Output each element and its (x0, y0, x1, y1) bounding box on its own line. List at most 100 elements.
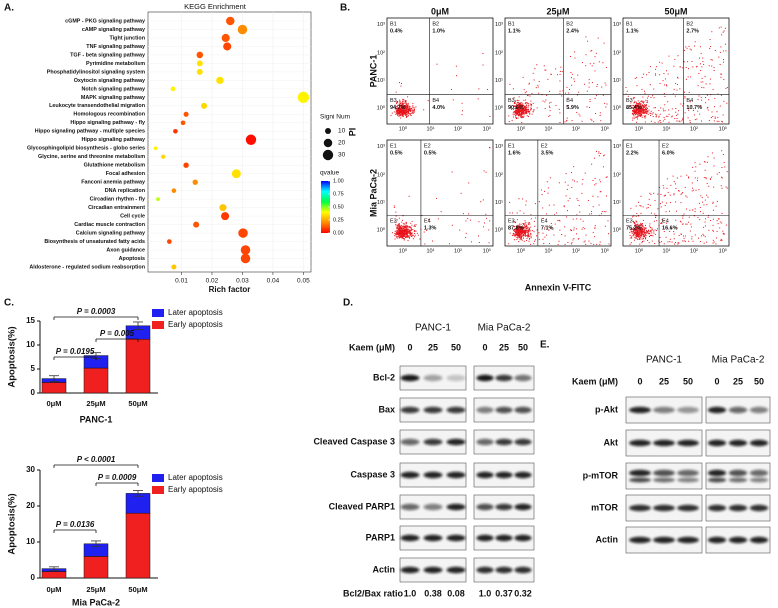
event-dot (395, 91, 397, 93)
event-dot (403, 233, 405, 235)
event-dot (638, 238, 640, 240)
event-dot (402, 114, 404, 116)
event-dot (673, 193, 675, 195)
ratio-value: 1.0 (479, 588, 492, 598)
event-dot (398, 232, 400, 234)
y-axis-label: PI (347, 128, 357, 137)
band (749, 477, 769, 483)
event-dot (602, 166, 604, 168)
event-dot (516, 225, 518, 227)
event-dot (709, 47, 711, 49)
event-dot (525, 230, 527, 232)
event-dot (660, 222, 662, 224)
y-axis-label: Apoptosis(%) (7, 493, 18, 554)
event-dot (534, 239, 536, 241)
event-dot (630, 236, 632, 238)
event-dot (402, 109, 404, 111)
event-dot (635, 232, 637, 234)
event-dot (396, 219, 398, 221)
event-dot (593, 62, 595, 64)
event-dot (645, 233, 647, 235)
event-dot (710, 117, 712, 119)
event-dot (725, 186, 727, 188)
legend-dot (322, 149, 334, 161)
event-dot (661, 201, 663, 203)
event-dot (641, 242, 643, 244)
event-dot (645, 104, 647, 106)
band (677, 406, 699, 414)
event-dot (524, 109, 526, 111)
event-dot (468, 213, 470, 215)
event-dot (607, 233, 609, 235)
p-value: P = 0.005 (100, 329, 135, 338)
band (423, 503, 443, 511)
event-dot (606, 176, 608, 178)
event-dot (410, 235, 412, 237)
event-dot (643, 106, 645, 108)
event-dot (640, 205, 642, 207)
event-dot (574, 180, 576, 182)
event-dot (574, 80, 576, 82)
band (514, 503, 532, 511)
event-dot (721, 34, 723, 36)
event-dot (549, 177, 551, 179)
event-dot (722, 232, 724, 234)
colorbar-label: 0.75 (333, 191, 344, 197)
quadrant-name: B3 (390, 98, 397, 104)
event-dot (411, 111, 413, 113)
event-dot (641, 104, 643, 106)
event-dot (648, 109, 650, 111)
y-tick-label: 20 (26, 501, 35, 510)
band (423, 406, 443, 414)
band (400, 438, 420, 446)
event-dot (694, 170, 696, 172)
event-dot (701, 235, 703, 237)
event-dot (549, 90, 551, 92)
event-dot (401, 113, 403, 115)
event-dot (663, 231, 665, 233)
y-tick-label: 10² (613, 50, 621, 56)
y-tick-label: 10¹ (377, 78, 385, 84)
event-dot (632, 104, 634, 106)
quadrant-percent: 7.1% (541, 226, 554, 232)
event-dot (675, 187, 677, 189)
event-dot (711, 176, 713, 178)
event-dot (523, 105, 525, 107)
event-dot (401, 108, 403, 110)
quadrant-name: E1 (508, 143, 515, 149)
event-dot (524, 226, 526, 228)
event-dot (640, 227, 642, 229)
event-dot (398, 108, 400, 110)
event-dot (516, 110, 518, 112)
y-tick-label: cAMP signaling pathway (82, 27, 145, 33)
event-dot (516, 232, 518, 234)
event-dot (708, 99, 710, 101)
event-dot (638, 215, 640, 217)
event-dot (678, 120, 680, 122)
event-dot (519, 102, 521, 104)
event-dot (576, 111, 578, 113)
event-dot (648, 230, 650, 232)
event-dot (638, 230, 640, 232)
event-dot (401, 112, 403, 114)
band (476, 471, 494, 479)
event-dot (519, 110, 521, 112)
event-dot (684, 97, 686, 99)
band (728, 477, 748, 483)
dose: 0 (482, 342, 487, 352)
event-dot (567, 242, 569, 244)
event-dot (559, 70, 561, 72)
event-dot (695, 189, 697, 191)
event-dot (649, 235, 651, 237)
event-dot (398, 229, 400, 231)
event-dot (641, 110, 643, 112)
event-dot (682, 215, 684, 217)
event-dot (647, 111, 649, 113)
event-dot (401, 219, 403, 221)
event-dot (591, 82, 593, 84)
event-dot (710, 220, 712, 222)
event-dot (402, 98, 404, 100)
event-dot (698, 95, 700, 97)
event-dot (699, 163, 701, 165)
y-tick-label: 10³ (613, 22, 621, 28)
